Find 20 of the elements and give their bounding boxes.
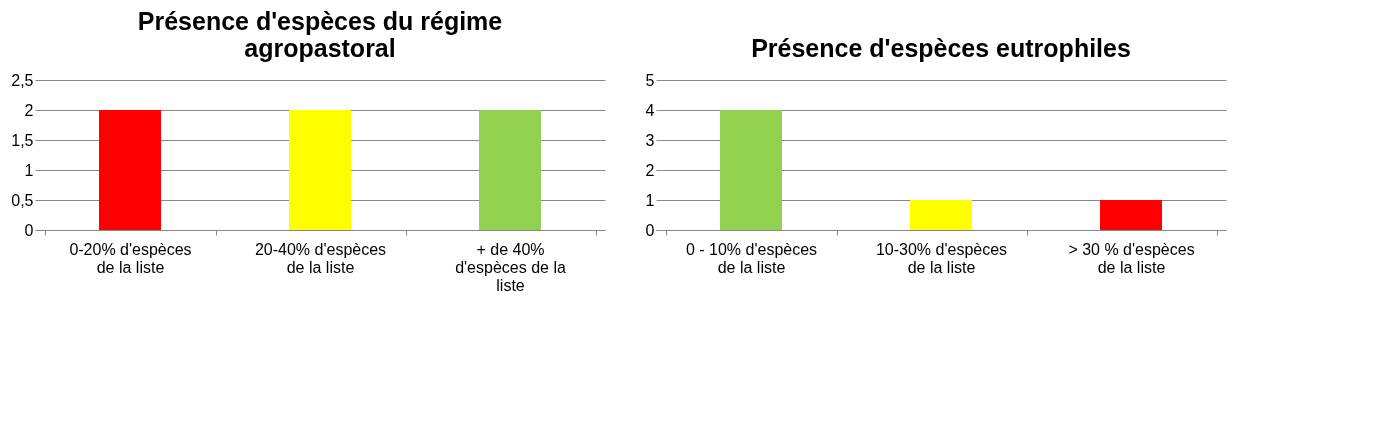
y-tick-label: 0,5 bbox=[11, 191, 34, 209]
x-tick-label: + de 40% d'espèces de la liste bbox=[455, 240, 566, 294]
y-tick-label: 0 bbox=[645, 221, 655, 239]
x-tick-label: > 30 % d'espèces de la liste bbox=[1068, 240, 1195, 276]
y-tick-label: 1,5 bbox=[11, 131, 34, 149]
y-tick-label: 1 bbox=[645, 191, 655, 209]
x-tick-label: 10-30% d'espèces de la liste bbox=[875, 240, 1008, 276]
x-tick-label: 0 - 10% d'espèces de la liste bbox=[685, 240, 818, 276]
y-tick-label: 2 bbox=[24, 101, 34, 119]
x-tick-label: 0-20% d'espèces de la liste bbox=[69, 240, 192, 276]
chart-title: Présence d'espèces eutrophiles bbox=[751, 34, 1131, 62]
y-tick-label: 0 bbox=[24, 221, 34, 239]
y-tick-label: 1 bbox=[24, 161, 34, 179]
y-tick-label: 5 bbox=[645, 71, 655, 89]
x-tick-label: 20-40% d'espèces de la liste bbox=[254, 240, 387, 276]
y-tick-label: 2 bbox=[645, 161, 655, 179]
chart-title: Présence d'espèces du régime agropastoral bbox=[137, 7, 503, 62]
y-tick-label: 4 bbox=[645, 101, 655, 119]
y-tick-label: 2,5 bbox=[11, 71, 34, 89]
y-tick-label: 3 bbox=[645, 131, 655, 149]
